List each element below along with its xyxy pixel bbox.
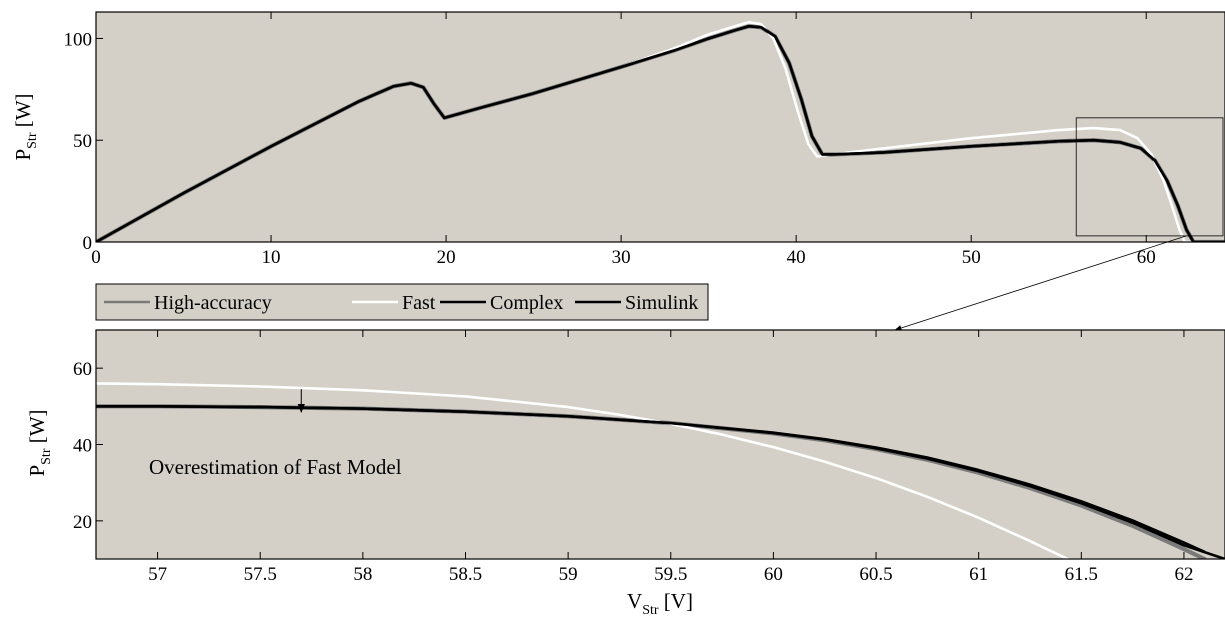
top-x-tick-label: 30 [612,247,631,268]
bottom-x-tick-label: 61 [969,564,988,585]
zoom-chart: 57 57.5 58 58.5 59 59.5 60 60.5 61 61.5 62 204060 … [25,329,1225,618]
top-y-tick-label: 100 [64,29,93,50]
top-y-axis-label: PStr [W] [11,93,40,160]
bottom-x-tick-label: 57.5 [244,564,277,585]
bottom-series-simulink [96,405,1225,559]
legend-label-fast: Fast [402,292,436,314]
legend-item-fast: Fast [352,292,436,314]
bottom-plot-area [96,330,1225,559]
bottom-plot-frame [95,329,1225,560]
bottom-ylabel-unit: [W] [25,409,49,448]
bottom-x-tick-label: 59.5 [654,564,687,585]
top-y-axis: 0 50 100 [64,29,103,254]
bottom-x-tick-label: 62 [1174,564,1193,585]
zoom-connector-arrow [894,235,1187,331]
legend: High-accuracy Fast Complex Simulink [95,283,709,321]
bottom-xlabel-sub: Str [642,603,659,618]
bottom-xlabel-main: V [627,589,642,613]
bottom-y-tick-label: 40 [73,436,92,457]
top-x-axis: 0 10 20 30 40 50 60 [91,12,1156,268]
bottom-x-axis: 57 57.5 58 58.5 59 59.5 60 60.5 61 61.5 62 [148,330,1193,585]
bottom-y-tick-label: 20 [73,512,92,533]
bottom-x-tick-label: 60.5 [859,564,892,585]
bottom-x-tick-label: 57 [148,564,167,585]
bottom-y-tick-label: 60 [73,359,92,380]
legend-item-simulink: Simulink [575,292,698,314]
legend-label-complex: Complex [490,292,563,314]
top-x-tick-label: 40 [787,247,806,268]
bottom-y-axis-label: PStr [W] [25,409,54,476]
bottom-x-axis-label: VStr [V] [627,589,693,618]
top-x-tick-label: 10 [262,247,281,268]
bottom-x-tick-label: 58 [353,564,372,585]
bottom-x-tick-label: 59 [559,564,578,585]
bottom-x-tick-label: 60 [764,564,783,585]
top-ylabel-main: P [11,149,35,161]
top-x-tick-label: 0 [91,247,101,268]
top-ylabel-unit: [W] [11,93,35,132]
full-curve-chart: 0 10 20 30 40 50 60 0 50 100 PStr [W] [11,11,1225,268]
top-x-tick-label: 60 [1137,247,1156,268]
zoom-region-box [1075,117,1224,237]
top-y-tick-label: 0 [83,233,93,254]
top-plot-area [96,12,1225,242]
top-plot-frame [95,11,1225,243]
bottom-y-axis: 20 40 60 [73,359,103,533]
bottom-ylabel-main: P [25,465,49,477]
top-series-group [96,20,1225,242]
legend-label-high-accuracy: High-accuracy [154,292,272,314]
legend-item-high-accuracy: High-accuracy [104,292,272,314]
bottom-series-fast [96,382,1071,559]
bottom-series-group [96,382,1225,559]
top-x-tick-label: 20 [437,247,456,268]
bottom-xlabel-unit: [V] [659,589,693,613]
top-series-simulink [96,24,1225,242]
bottom-x-tick-label: 61.5 [1065,564,1098,585]
top-x-tick-label: 50 [962,247,981,268]
top-y-tick-label: 50 [73,131,92,152]
legend-item-complex: Complex [440,292,563,314]
legend-label-simulink: Simulink [625,292,698,314]
top-ylabel-sub: Str [25,132,40,149]
bottom-ylabel-sub: Str [39,448,54,465]
overestimation-annotation: Overestimation of Fast Model [149,455,402,479]
bottom-x-tick-label: 58.5 [449,564,482,585]
